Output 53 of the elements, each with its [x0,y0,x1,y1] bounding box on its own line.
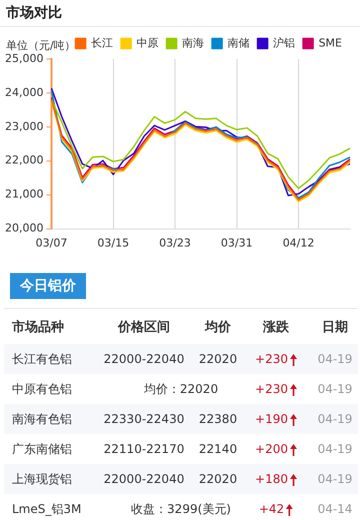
y-tick-label: 21,000 [4,188,44,201]
category-label: 价格区间 [118,319,170,337]
category-label: 市场品种 [12,318,64,337]
category-label: 日期 [322,319,348,337]
category-label: 涨跌 [263,319,289,337]
category-label: 上海现货铝 [12,472,72,486]
y-tick-label: 24,000 [4,86,44,99]
text: 22380 [198,412,238,426]
text: +200 [255,442,288,456]
x-tick-label: 03/23 [159,236,191,250]
text: 22110-22170 [104,442,184,456]
category-label: 长江有色铝 [12,352,72,366]
legend-label: 中原 [136,36,159,50]
chart-title: 市场对比 [6,4,62,22]
y-tick-label: 22,000 [4,154,44,167]
text: +190 [255,412,288,426]
text: +42 [258,502,284,516]
legend-label: SME [318,36,342,50]
y-axis-title: 单位（元/吨） [6,38,76,53]
text: 04-19 [318,382,352,396]
text: 22020 [198,472,238,486]
text: 22000-22040 [104,352,184,366]
text: 04-19 [318,352,352,366]
text: 04-19 [318,472,352,486]
legend-label: 长江 [91,36,114,50]
x-tick-label: 03/07 [36,236,68,250]
text: +230 [255,382,288,396]
category-label: 南海有色铝 [12,412,72,426]
text: 今日铝价 [10,273,86,299]
legend-label: 南海 [182,36,204,50]
text: +230 [255,352,288,366]
text: 04-14 [318,502,352,516]
y-tick-label: 20,000 [4,222,44,235]
text: 04-19 [318,412,352,426]
text: 收盘：3299(美元) [131,502,231,516]
category-label: 均价 [205,319,231,337]
text: 22140 [198,442,238,456]
text: 22000-22040 [104,472,184,486]
x-tick-label: 04/12 [282,236,314,250]
legend-label: 沪铝 [273,36,296,50]
text: 04-19 [318,442,352,456]
category-label: 中原有色铝 [12,382,72,396]
text: 22330-22430 [104,412,184,426]
category-label: 广东南储铝 [12,442,72,456]
category-label: LmeS_铝3M [12,502,82,516]
y-tick-label: 23,000 [4,120,44,133]
text: 均价：22020 [144,382,218,396]
legend-label: 南储 [228,36,250,50]
y-tick-label: 25,000 [4,52,44,65]
text: 22020 [198,352,238,366]
text: +180 [255,472,288,486]
x-tick-label: 03/15 [97,236,130,250]
x-tick-label: 03/31 [220,236,253,250]
